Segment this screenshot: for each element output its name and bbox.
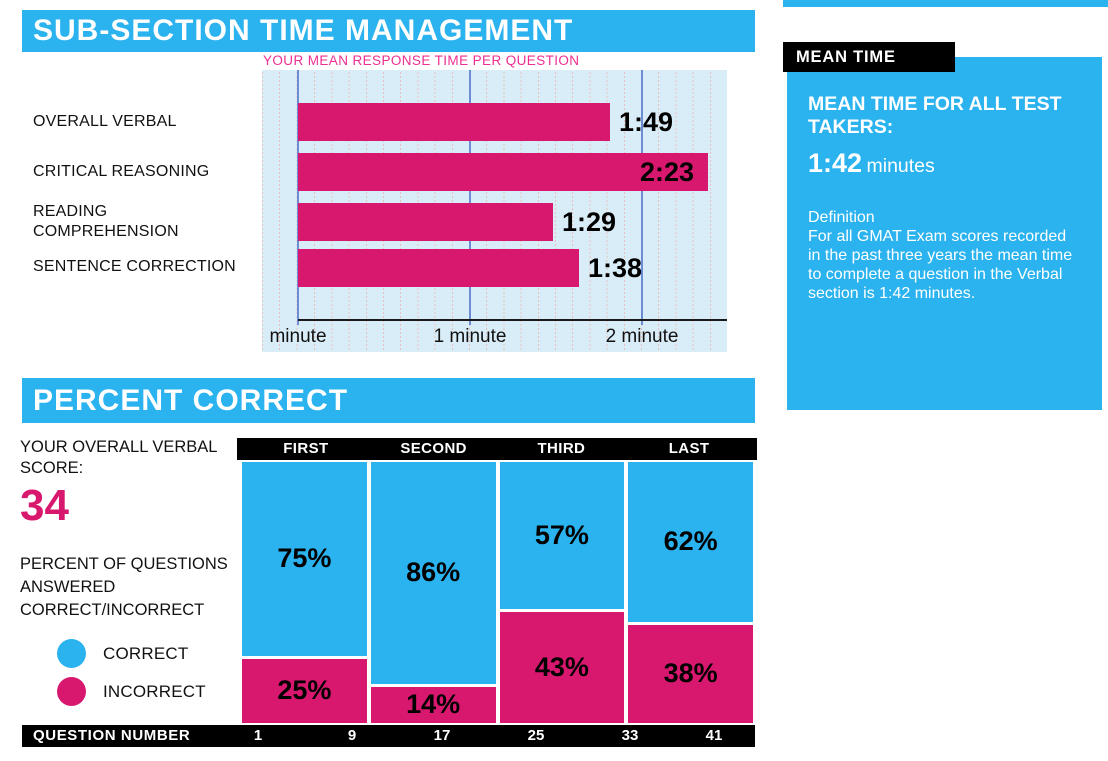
- definition-block: Definition For all GMAT Exam scores reco…: [808, 209, 1082, 303]
- question-number-41: 41: [705, 727, 723, 744]
- correct-percent-last: 62%: [663, 526, 718, 557]
- x-tick-1-minute: 1 minute: [433, 326, 507, 347]
- overall-verbal-score-label: YOUR OVERALL VERBAL SCORE:: [20, 438, 217, 477]
- mean-time-tab: MEAN TIME: [783, 42, 955, 72]
- legend: CORRECT INCORRECT: [57, 639, 206, 715]
- incorrect-percent-second: 14%: [406, 689, 461, 720]
- section-header-time-management: SUB-SECTION TIME MANAGEMENT: [22, 10, 755, 52]
- incorrect-percent-last: 38%: [663, 658, 718, 689]
- percent-column-last: 62% 38%: [628, 462, 753, 723]
- legend-row-correct: CORRECT: [57, 639, 206, 668]
- percent-chart-columns: 75% 25% 86% 14% 57% 43% 62% 38%: [242, 462, 753, 723]
- percent-questions-subtitle: PERCENT OF QUESTIONS ANSWERED CORRECT/IN…: [20, 555, 228, 619]
- column-header-third: THIRD: [537, 440, 586, 457]
- mean-time-value-row: 1:42 minutes: [808, 148, 1084, 179]
- column-header-last: LAST: [668, 440, 710, 457]
- correct-segment-third: 57%: [499, 462, 625, 610]
- category-label-critical-reasoning: CRITICAL REASONING: [33, 163, 210, 180]
- bar-row-critical-reasoning: 2:23: [298, 153, 708, 191]
- incorrect-segment-first: 25%: [242, 658, 367, 723]
- correct-percent-first: 75%: [277, 543, 332, 574]
- x-axis-line: [298, 319, 727, 321]
- percent-chart-header-row: FIRST SECOND THIRD LAST: [237, 438, 757, 460]
- incorrect-percent-first: 25%: [277, 675, 332, 706]
- column-header-first: FIRST: [283, 440, 329, 457]
- mean-time-unit-label: minutes: [866, 155, 935, 177]
- time-bar-reading-comprehension: [298, 203, 553, 241]
- x-tick-2-minute: 2 minute: [605, 326, 679, 347]
- time-chart-title: YOUR MEAN RESPONSE TIME PER QUESTION: [263, 53, 580, 68]
- correct-segment-last: 62%: [628, 462, 753, 622]
- bar-row-overall-verbal: 1:49: [298, 103, 673, 141]
- correct-swatch-icon: [57, 639, 86, 668]
- mean-time-heading: MEAN TIME FOR ALL TEST TAKERS:: [808, 93, 1062, 138]
- x-tick-0-minute: minute: [269, 326, 327, 347]
- percent-column-second: 86% 14%: [370, 462, 496, 723]
- bar-row-sentence-correction: 1:38: [298, 249, 642, 287]
- question-number-25: 25: [527, 727, 545, 744]
- correct-percent-third: 57%: [534, 520, 589, 551]
- question-number-33: 33: [621, 727, 639, 744]
- time-value-reading-comprehension: 1:29: [562, 206, 617, 237]
- legend-label-incorrect: INCORRECT: [103, 681, 206, 701]
- time-value-overall-verbal: 1:49: [619, 106, 674, 137]
- time-value-critical-reasoning: 2:23: [640, 156, 695, 187]
- category-label-overall-verbal: OVERALL VERBAL: [33, 113, 177, 130]
- legend-label-correct: CORRECT: [103, 643, 189, 663]
- category-label-reading-comprehension: READING COMPREHENSION: [33, 203, 179, 240]
- incorrect-segment-third: 43%: [499, 612, 625, 723]
- gridline-0-minute: [297, 70, 299, 325]
- column-header-second: SECOND: [400, 440, 467, 457]
- gridline-1-minute: [469, 70, 471, 325]
- question-number-17: 17: [433, 727, 451, 744]
- question-number-label: QUESTION NUMBER: [33, 727, 191, 744]
- top-cyan-strip: [783, 0, 1108, 7]
- incorrect-swatch-icon: [57, 677, 86, 706]
- definition-title: Definition: [808, 209, 875, 226]
- correct-segment-first: 75%: [242, 462, 367, 656]
- legend-row-incorrect: INCORRECT: [57, 677, 206, 706]
- overall-verbal-score-value: 34: [20, 481, 69, 530]
- time-value-sentence-correction: 1:38: [588, 252, 643, 283]
- question-number-1: 1: [253, 727, 263, 744]
- section-header-percent-correct: PERCENT CORRECT: [22, 378, 755, 423]
- correct-segment-second: 86%: [370, 462, 496, 684]
- percent-column-first: 75% 25%: [242, 462, 367, 723]
- time-chart-plot-area: 1:49 2:23 1:29 1:38 minute 1 minute 2 mi…: [262, 70, 727, 352]
- mean-time-value: 1:42: [808, 148, 863, 178]
- question-number-9: 9: [347, 727, 357, 744]
- category-label-sentence-correction: SENTENCE CORRECTION: [33, 258, 236, 275]
- question-number-bar: QUESTION NUMBER 1 9 17 25 33 41: [22, 725, 755, 747]
- correct-percent-second: 86%: [406, 557, 461, 588]
- time-bar-overall-verbal: [298, 103, 610, 141]
- incorrect-percent-third: 43%: [534, 652, 589, 683]
- incorrect-segment-last: 38%: [628, 624, 753, 723]
- mean-time-panel: MEAN TIME FOR ALL TEST TAKERS: 1:42 minu…: [787, 57, 1102, 410]
- percent-column-third: 57% 43%: [499, 462, 625, 723]
- time-bar-sentence-correction: [298, 249, 579, 287]
- time-bar-critical-reasoning: [298, 153, 708, 191]
- gridline-2-minute: [641, 70, 643, 325]
- definition-body: For all GMAT Exam scores recorded in the…: [808, 227, 1073, 302]
- incorrect-segment-second: 14%: [370, 686, 496, 723]
- bar-row-reading-comprehension: 1:29: [298, 203, 616, 241]
